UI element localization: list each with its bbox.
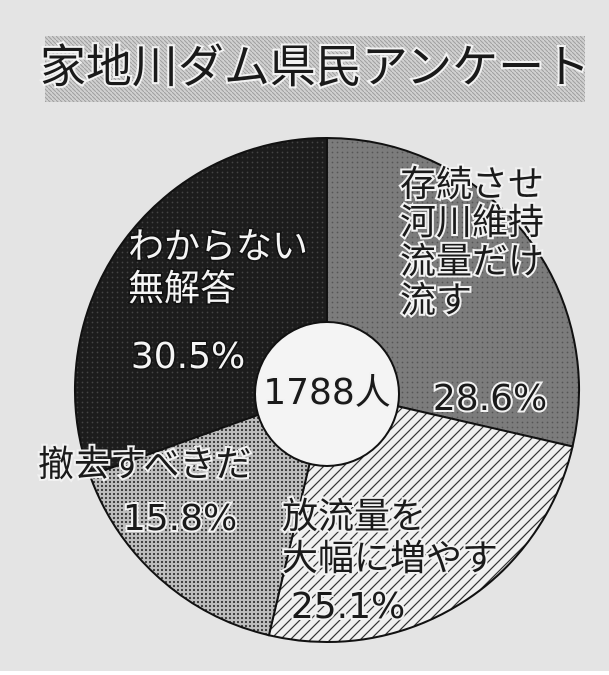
pie-slice	[88, 388, 329, 637]
slice-label: 流量だけ	[400, 241, 544, 282]
value-label: 28.6%	[433, 378, 547, 419]
slice-label: 存続させ	[400, 164, 544, 205]
title-banner	[45, 36, 585, 102]
slice-label: 大幅に増やす	[282, 538, 498, 579]
slice-label: 河川維持	[400, 202, 544, 243]
slice-label: 撤去すべきだ	[38, 444, 251, 485]
chart-title: 家地川ダム県民アンケート	[40, 40, 590, 94]
slice-label: 放流量を	[282, 496, 426, 537]
value-label: 30.5%	[131, 336, 245, 377]
slice-label: わからない	[128, 226, 308, 267]
slice-label: 無解答	[128, 268, 236, 309]
value-label: 15.8%	[123, 498, 237, 539]
slice-label: 流す	[400, 280, 472, 321]
value-label: 25.1%	[291, 586, 405, 627]
center-label: 1788人	[263, 372, 391, 413]
donut-hole	[254, 321, 400, 467]
